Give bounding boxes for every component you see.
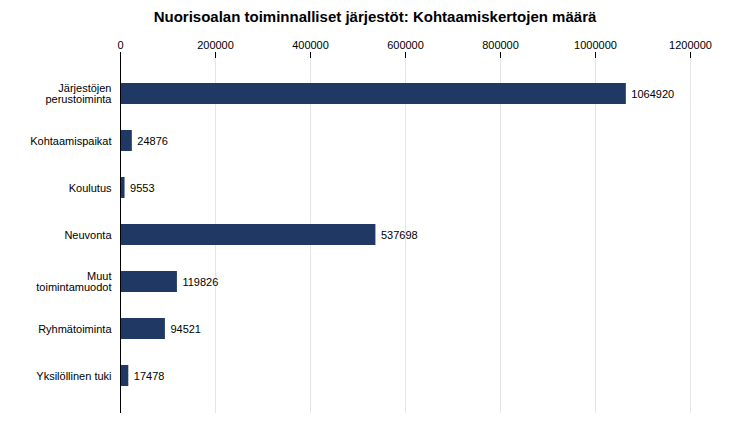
svg-text:17478: 17478 <box>134 370 165 382</box>
svg-text:200000: 200000 <box>197 39 234 51</box>
svg-text:Ryhmätoiminta: Ryhmätoiminta <box>38 323 112 335</box>
svg-text:600000: 600000 <box>387 39 424 51</box>
svg-text:9553: 9553 <box>130 182 154 194</box>
svg-text:Kohtaamispaikat: Kohtaamispaikat <box>30 135 111 147</box>
svg-text:1064920: 1064920 <box>631 88 674 100</box>
svg-text:400000: 400000 <box>292 39 329 51</box>
svg-text:Koulutus: Koulutus <box>69 182 112 194</box>
svg-text:1000000: 1000000 <box>574 39 617 51</box>
svg-text:119826: 119826 <box>182 276 218 288</box>
html-text:Nuorisoalan toiminnalliset jär: Nuorisoalan toiminnalliset järjestöt: Ko… <box>153 8 597 25</box>
svg-text:24876: 24876 <box>137 135 168 147</box>
svg-text:537698: 537698 <box>381 229 418 241</box>
svg-text:Yksilöllinen tuki: Yksilöllinen tuki <box>36 370 111 382</box>
svg-text:Järjestöjenperustoiminta: Järjestöjenperustoiminta <box>45 82 112 105</box>
svg-text:0: 0 <box>117 39 123 51</box>
svg-text:Muuttoimintamuodot: Muuttoimintamuodot <box>36 270 111 293</box>
svg-text:1200000: 1200000 <box>669 39 712 51</box>
svg-text:94521: 94521 <box>170 323 201 335</box>
svg-text:Neuvonta: Neuvonta <box>64 229 112 241</box>
svg-text:800000: 800000 <box>482 39 519 51</box>
